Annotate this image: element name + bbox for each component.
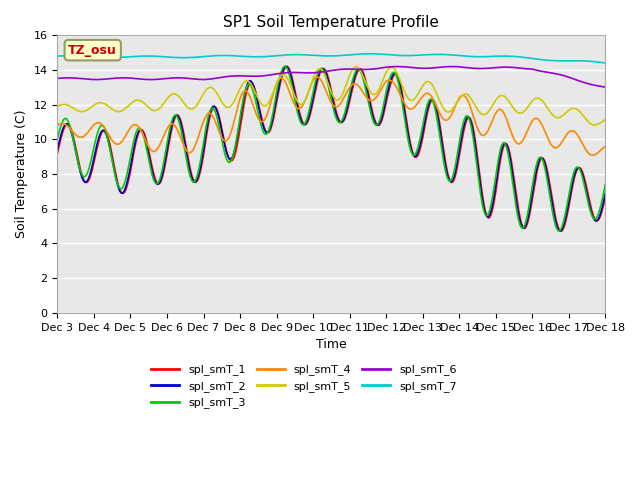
spl_smT_4 (602, 144, 609, 149)
spl_smT_1 (367, 102, 375, 108)
spl_smT_3 (602, 181, 609, 187)
spl_smT_3 (367, 111, 375, 117)
spl_smT_5 (602, 117, 609, 122)
spl_smT_5 (536, 96, 544, 102)
spl_smT_7 (68, 52, 76, 58)
spl_smT_2 (282, 63, 289, 69)
spl_smT_5 (54, 104, 61, 109)
spl_smT_5 (367, 90, 375, 96)
spl_smT_4 (589, 153, 597, 158)
spl_smT_2 (68, 134, 76, 140)
spl_smT_7 (54, 53, 61, 59)
spl_smT_6 (393, 64, 401, 70)
spl_smT_2 (385, 82, 393, 88)
spl_smT_7 (385, 52, 393, 58)
spl_smT_7 (397, 53, 405, 59)
spl_smT_4 (367, 98, 375, 104)
Line: spl_smT_4: spl_smT_4 (58, 77, 605, 156)
spl_smT_6 (536, 68, 544, 74)
Text: TZ_osu: TZ_osu (68, 44, 117, 57)
spl_smT_3 (54, 136, 61, 142)
spl_smT_2 (54, 146, 61, 152)
spl_smT_7 (602, 60, 609, 66)
spl_smT_4 (54, 122, 61, 128)
spl_smT_4 (68, 129, 76, 134)
spl_smT_3 (554, 228, 562, 234)
spl_smT_3 (536, 154, 544, 160)
Line: spl_smT_6: spl_smT_6 (58, 67, 605, 87)
spl_smT_4 (156, 143, 163, 148)
spl_smT_6 (156, 76, 163, 82)
Line: spl_smT_7: spl_smT_7 (58, 54, 605, 63)
spl_smT_1 (68, 131, 76, 137)
spl_smT_1 (54, 150, 61, 156)
spl_smT_5 (385, 65, 393, 71)
spl_smT_7 (536, 57, 544, 62)
Title: SP1 Soil Temperature Profile: SP1 Soil Temperature Profile (223, 15, 439, 30)
spl_smT_1 (156, 181, 163, 187)
Line: spl_smT_1: spl_smT_1 (58, 66, 605, 231)
spl_smT_6 (54, 75, 61, 81)
spl_smT_2 (367, 106, 375, 112)
spl_smT_4 (385, 77, 393, 83)
spl_smT_3 (68, 134, 76, 140)
Y-axis label: Soil Temperature (C): Soil Temperature (C) (15, 110, 28, 239)
Line: spl_smT_2: spl_smT_2 (58, 66, 605, 231)
spl_smT_2 (156, 180, 163, 186)
spl_smT_7 (367, 51, 375, 57)
spl_smT_4 (536, 119, 544, 124)
Line: spl_smT_5: spl_smT_5 (58, 67, 605, 125)
spl_smT_3 (156, 178, 163, 183)
spl_smT_1 (602, 194, 609, 200)
spl_smT_1 (557, 228, 565, 234)
spl_smT_3 (397, 96, 405, 102)
spl_smT_6 (384, 64, 392, 70)
spl_smT_5 (591, 122, 598, 128)
spl_smT_1 (284, 63, 291, 69)
spl_smT_2 (536, 156, 544, 161)
spl_smT_5 (156, 106, 163, 111)
Line: spl_smT_3: spl_smT_3 (58, 66, 605, 231)
spl_smT_1 (385, 86, 393, 92)
spl_smT_2 (602, 190, 609, 196)
X-axis label: Time: Time (316, 338, 347, 351)
spl_smT_1 (536, 158, 544, 164)
spl_smT_5 (397, 81, 405, 87)
spl_smT_4 (314, 74, 321, 80)
spl_smT_1 (397, 86, 405, 92)
spl_smT_5 (352, 64, 360, 70)
spl_smT_7 (156, 54, 163, 60)
spl_smT_6 (365, 66, 373, 72)
spl_smT_3 (385, 77, 393, 83)
spl_smT_5 (68, 105, 76, 110)
spl_smT_2 (556, 228, 564, 234)
spl_smT_4 (397, 95, 405, 100)
spl_smT_6 (397, 64, 405, 70)
spl_smT_6 (602, 84, 609, 90)
Legend: spl_smT_1, spl_smT_2, spl_smT_3, spl_smT_4, spl_smT_5, spl_smT_6, spl_smT_7: spl_smT_1, spl_smT_2, spl_smT_3, spl_smT… (147, 360, 461, 413)
spl_smT_3 (280, 63, 288, 69)
spl_smT_6 (68, 75, 76, 81)
spl_smT_2 (397, 90, 405, 96)
spl_smT_7 (365, 51, 373, 57)
